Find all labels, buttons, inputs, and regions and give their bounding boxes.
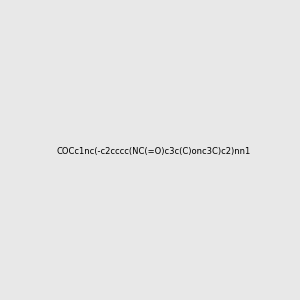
- Text: COCc1nc(-c2cccc(NC(=O)c3c(C)onc3C)c2)nn1: COCc1nc(-c2cccc(NC(=O)c3c(C)onc3C)c2)nn1: [57, 147, 251, 156]
